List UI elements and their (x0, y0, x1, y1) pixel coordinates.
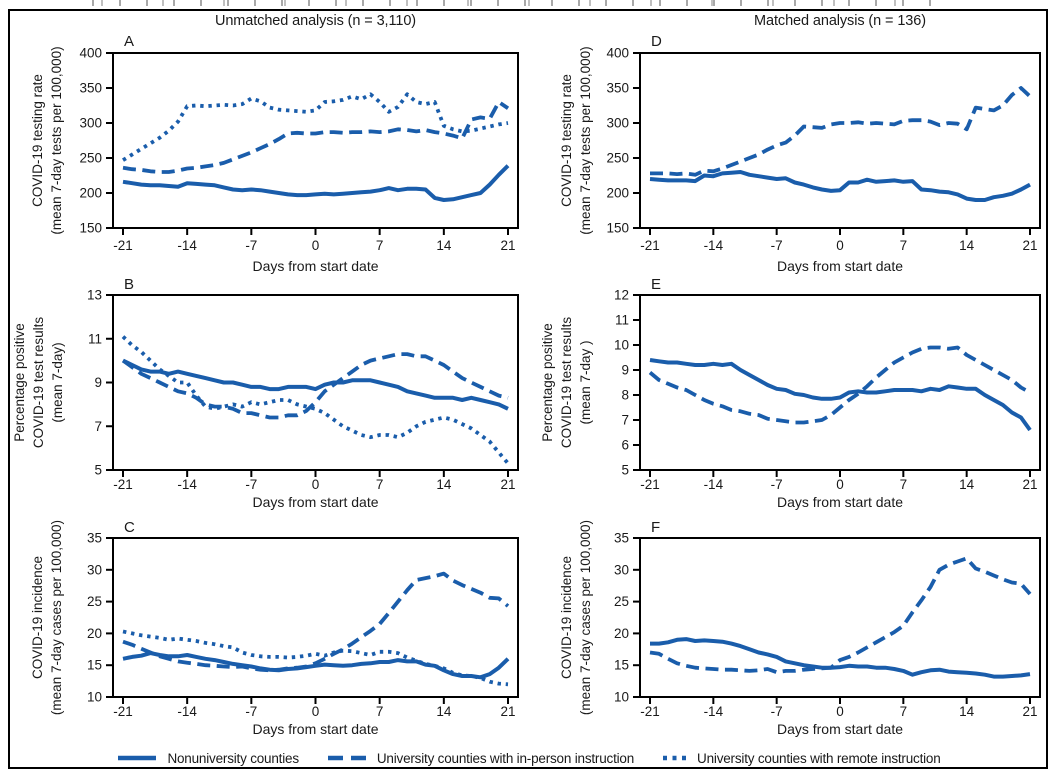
legend-label-inperson: University counties with in-person instr… (376, 750, 635, 766)
cropped-caption-remnant (92, 0, 942, 6)
legend-label-remote: University counties with remote instruct… (697, 750, 941, 766)
column-title-matched: Matched analysis (n = 136) (754, 13, 926, 29)
legend-item-inperson: University counties with in-person instr… (327, 751, 634, 766)
dotted-line-swatch (663, 755, 687, 761)
column-title-unmatched: Unmatched analysis (n = 3,110) (214, 13, 417, 29)
dashed-line-swatch (327, 755, 366, 761)
solid-line-swatch (118, 755, 157, 761)
figure-border (8, 9, 1048, 769)
legend-label-nonuniversity: Nonuniversity counties (167, 750, 299, 766)
legend-item-nonuniversity: Nonuniversity counties (117, 750, 299, 766)
legend-item-remote: University counties with remote instruct… (662, 751, 941, 766)
figure-legend: Nonuniversity counties University counti… (12, 747, 1046, 769)
